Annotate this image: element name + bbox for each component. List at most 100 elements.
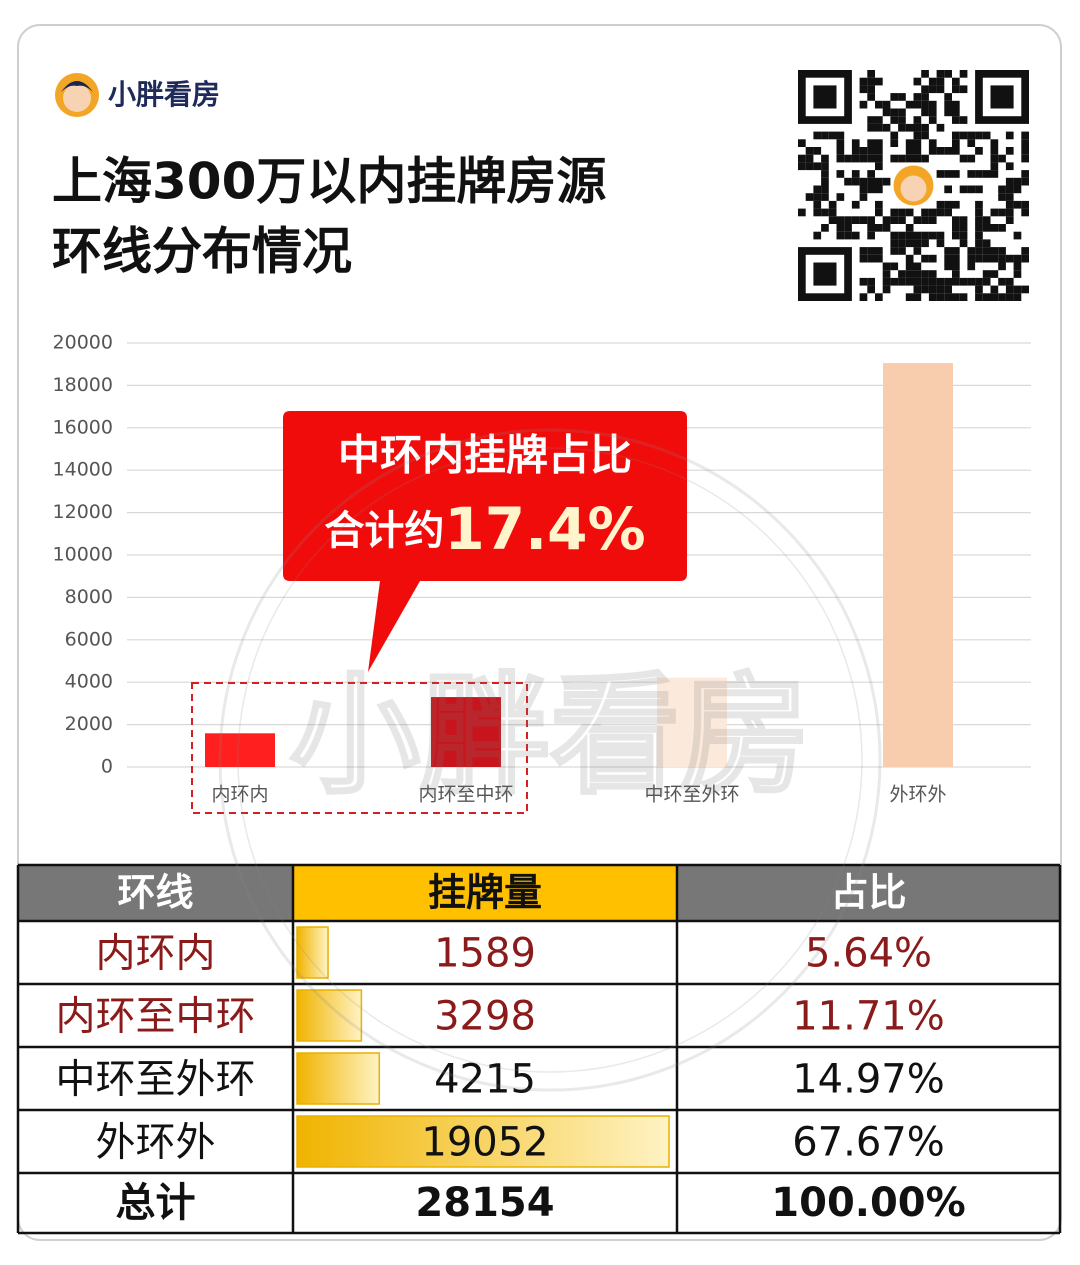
qr-module [982, 254, 991, 263]
qr-module [990, 285, 999, 294]
qr-module [952, 277, 960, 286]
qr-module [1021, 147, 1029, 155]
total-text: 28154 [415, 1180, 554, 1226]
qr-module [921, 100, 929, 109]
qr-module [882, 285, 891, 294]
qr-module [967, 154, 976, 163]
brand-face [63, 84, 91, 112]
qr-module [913, 154, 922, 163]
qr-module [959, 293, 968, 301]
qr-module [875, 147, 883, 155]
qr-module [859, 85, 868, 94]
qr-module [967, 277, 976, 286]
qr-module [1005, 177, 1014, 186]
qr-module [975, 131, 983, 140]
qr-module [851, 170, 860, 178]
highlight-box [191, 682, 528, 814]
qr-module [913, 93, 922, 101]
qr-module [867, 70, 875, 78]
x-tick-label: 外环外 [889, 784, 946, 806]
qr-module [875, 177, 883, 186]
qr-module [836, 154, 845, 163]
qr-module [952, 254, 960, 263]
qr-module [928, 116, 937, 124]
qr-module [1005, 162, 1014, 171]
qr-module [936, 77, 945, 86]
qr-module [913, 147, 922, 155]
qr-module [975, 170, 983, 178]
qr-module [798, 208, 806, 217]
qr-module [913, 247, 922, 255]
qr-module [1005, 254, 1014, 263]
qr-module [944, 254, 952, 263]
qr-module [859, 277, 868, 286]
qr-module [851, 216, 860, 224]
cell-text: 4215 [434, 1057, 536, 1103]
callout-text: 中环内挂牌占比 [338, 431, 632, 480]
qr-module [821, 185, 829, 194]
qr-module [952, 85, 960, 94]
qr-module [952, 293, 960, 301]
qr-module [1005, 131, 1014, 140]
qr-module [913, 239, 922, 248]
qr-module [982, 247, 991, 255]
brand-hair [61, 81, 93, 92]
qr-module [821, 224, 829, 232]
cell-text: 11.71% [792, 994, 945, 1040]
qr-module [975, 293, 983, 301]
title-line: 上海300万以内挂牌房源 [52, 153, 606, 211]
y-tick-label: 20000 [53, 332, 113, 354]
qr-module [959, 154, 968, 163]
qr-module [867, 93, 875, 101]
qr-module [913, 77, 922, 86]
qr-module [867, 154, 875, 163]
qr-module [982, 293, 991, 301]
qr-module [990, 270, 999, 278]
qr-module [952, 147, 960, 155]
qr-module [944, 108, 952, 117]
qr-module [975, 208, 983, 217]
qr-module [859, 177, 868, 186]
qr-code [798, 70, 1029, 301]
qr-module [905, 208, 914, 217]
qr-module [875, 162, 883, 171]
qr-module [975, 285, 983, 294]
qr-module [952, 200, 960, 209]
cell-text: 19052 [421, 1120, 548, 1166]
qr-module [936, 170, 945, 178]
qr-module [875, 139, 883, 147]
data-bar [296, 1115, 670, 1168]
qr-module [975, 147, 983, 155]
qr-module [921, 231, 929, 240]
qr-module [952, 224, 960, 232]
qr-module [882, 177, 891, 186]
qr-module [913, 277, 922, 286]
qr-module [975, 239, 983, 248]
qr-module [836, 147, 845, 155]
qr-module [844, 216, 852, 224]
data-bar [296, 989, 363, 1042]
qr-module [967, 247, 976, 255]
qr-module [1013, 270, 1022, 278]
qr-module [867, 177, 875, 186]
qr-module [875, 77, 883, 86]
qr-module [813, 185, 822, 194]
qr-module [928, 254, 937, 263]
qr-module [959, 224, 968, 232]
qr-module [952, 262, 960, 271]
header-cell [677, 865, 1060, 921]
qr-module [959, 216, 968, 224]
data-bar [296, 926, 329, 979]
qr-module [944, 70, 952, 78]
qr-module [813, 231, 822, 240]
qr-module [975, 277, 983, 286]
qr-module [905, 147, 914, 155]
qr-module [875, 116, 883, 124]
qr-module [882, 100, 891, 109]
qr-module [890, 277, 899, 286]
qr-module [1005, 208, 1014, 217]
qr-module [998, 193, 1006, 201]
qr-module [867, 170, 875, 178]
qr-module [921, 131, 929, 140]
